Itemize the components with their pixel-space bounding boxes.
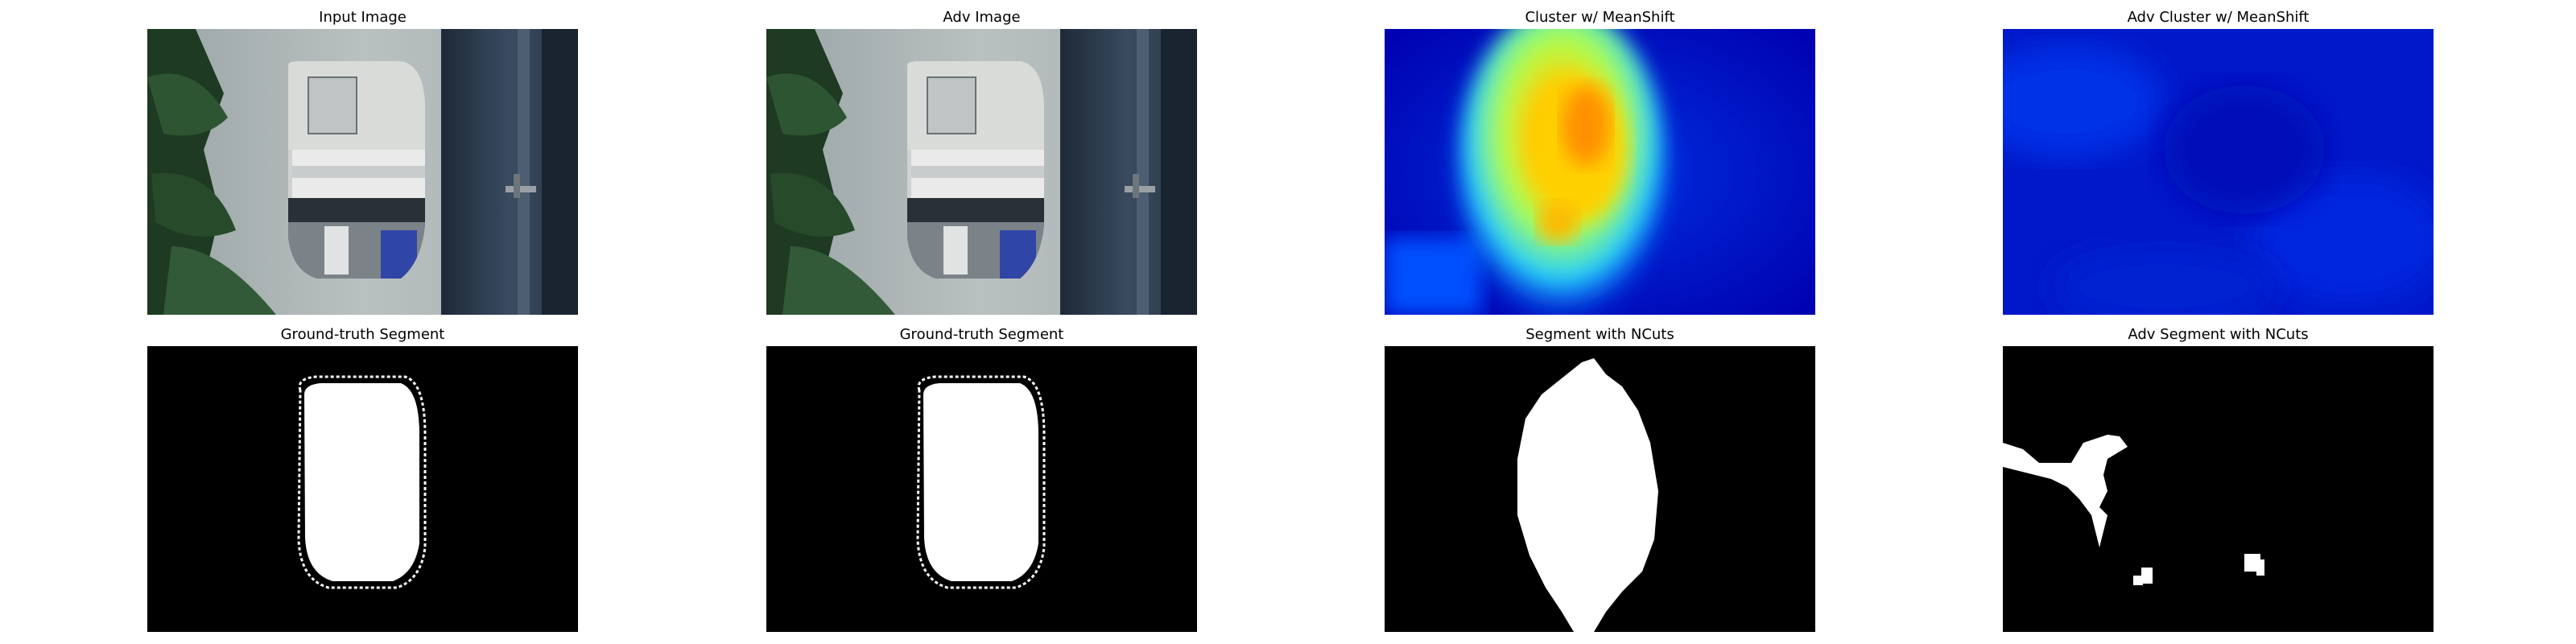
- gt-segment-1-mask: [147, 346, 578, 632]
- title-adv-segment-ncuts: Adv Segment with NCuts: [2128, 326, 2309, 343]
- gt-segment-1-panel: [147, 346, 578, 632]
- title-gt-segment-1: Ground-truth Segment: [280, 326, 445, 343]
- title-adv-cluster-meanshift: Adv Cluster w/ MeanShift: [2127, 9, 2310, 26]
- adv-image-photo: [766, 29, 1197, 315]
- adv-cluster-meanshift-panel: [2003, 29, 2434, 315]
- title-input-image: Input Image: [319, 9, 407, 26]
- input-image-photo: [147, 29, 578, 315]
- title-cluster-meanshift: Cluster w/ MeanShift: [1525, 9, 1675, 26]
- segment-ncuts-mask: [1385, 346, 1815, 632]
- title-gt-segment-2: Ground-truth Segment: [899, 326, 1064, 343]
- adv-segment-ncuts-panel: [2003, 346, 2434, 632]
- adv-segment-ncuts-mask: [2003, 346, 2434, 632]
- gt-segment-2-panel: [766, 346, 1197, 632]
- gt-segment-2-mask: [766, 346, 1197, 632]
- segment-ncuts-panel: [1385, 346, 1815, 632]
- adv-cluster-meanshift-heatmap: [2003, 29, 2434, 315]
- adv-image-panel: [766, 29, 1197, 315]
- cluster-meanshift-heatmap: [1385, 29, 1815, 315]
- title-segment-ncuts: Segment with NCuts: [1525, 326, 1674, 343]
- input-image-panel: [147, 29, 578, 315]
- title-adv-image: Adv Image: [943, 9, 1021, 26]
- cluster-meanshift-panel: [1385, 29, 1815, 315]
